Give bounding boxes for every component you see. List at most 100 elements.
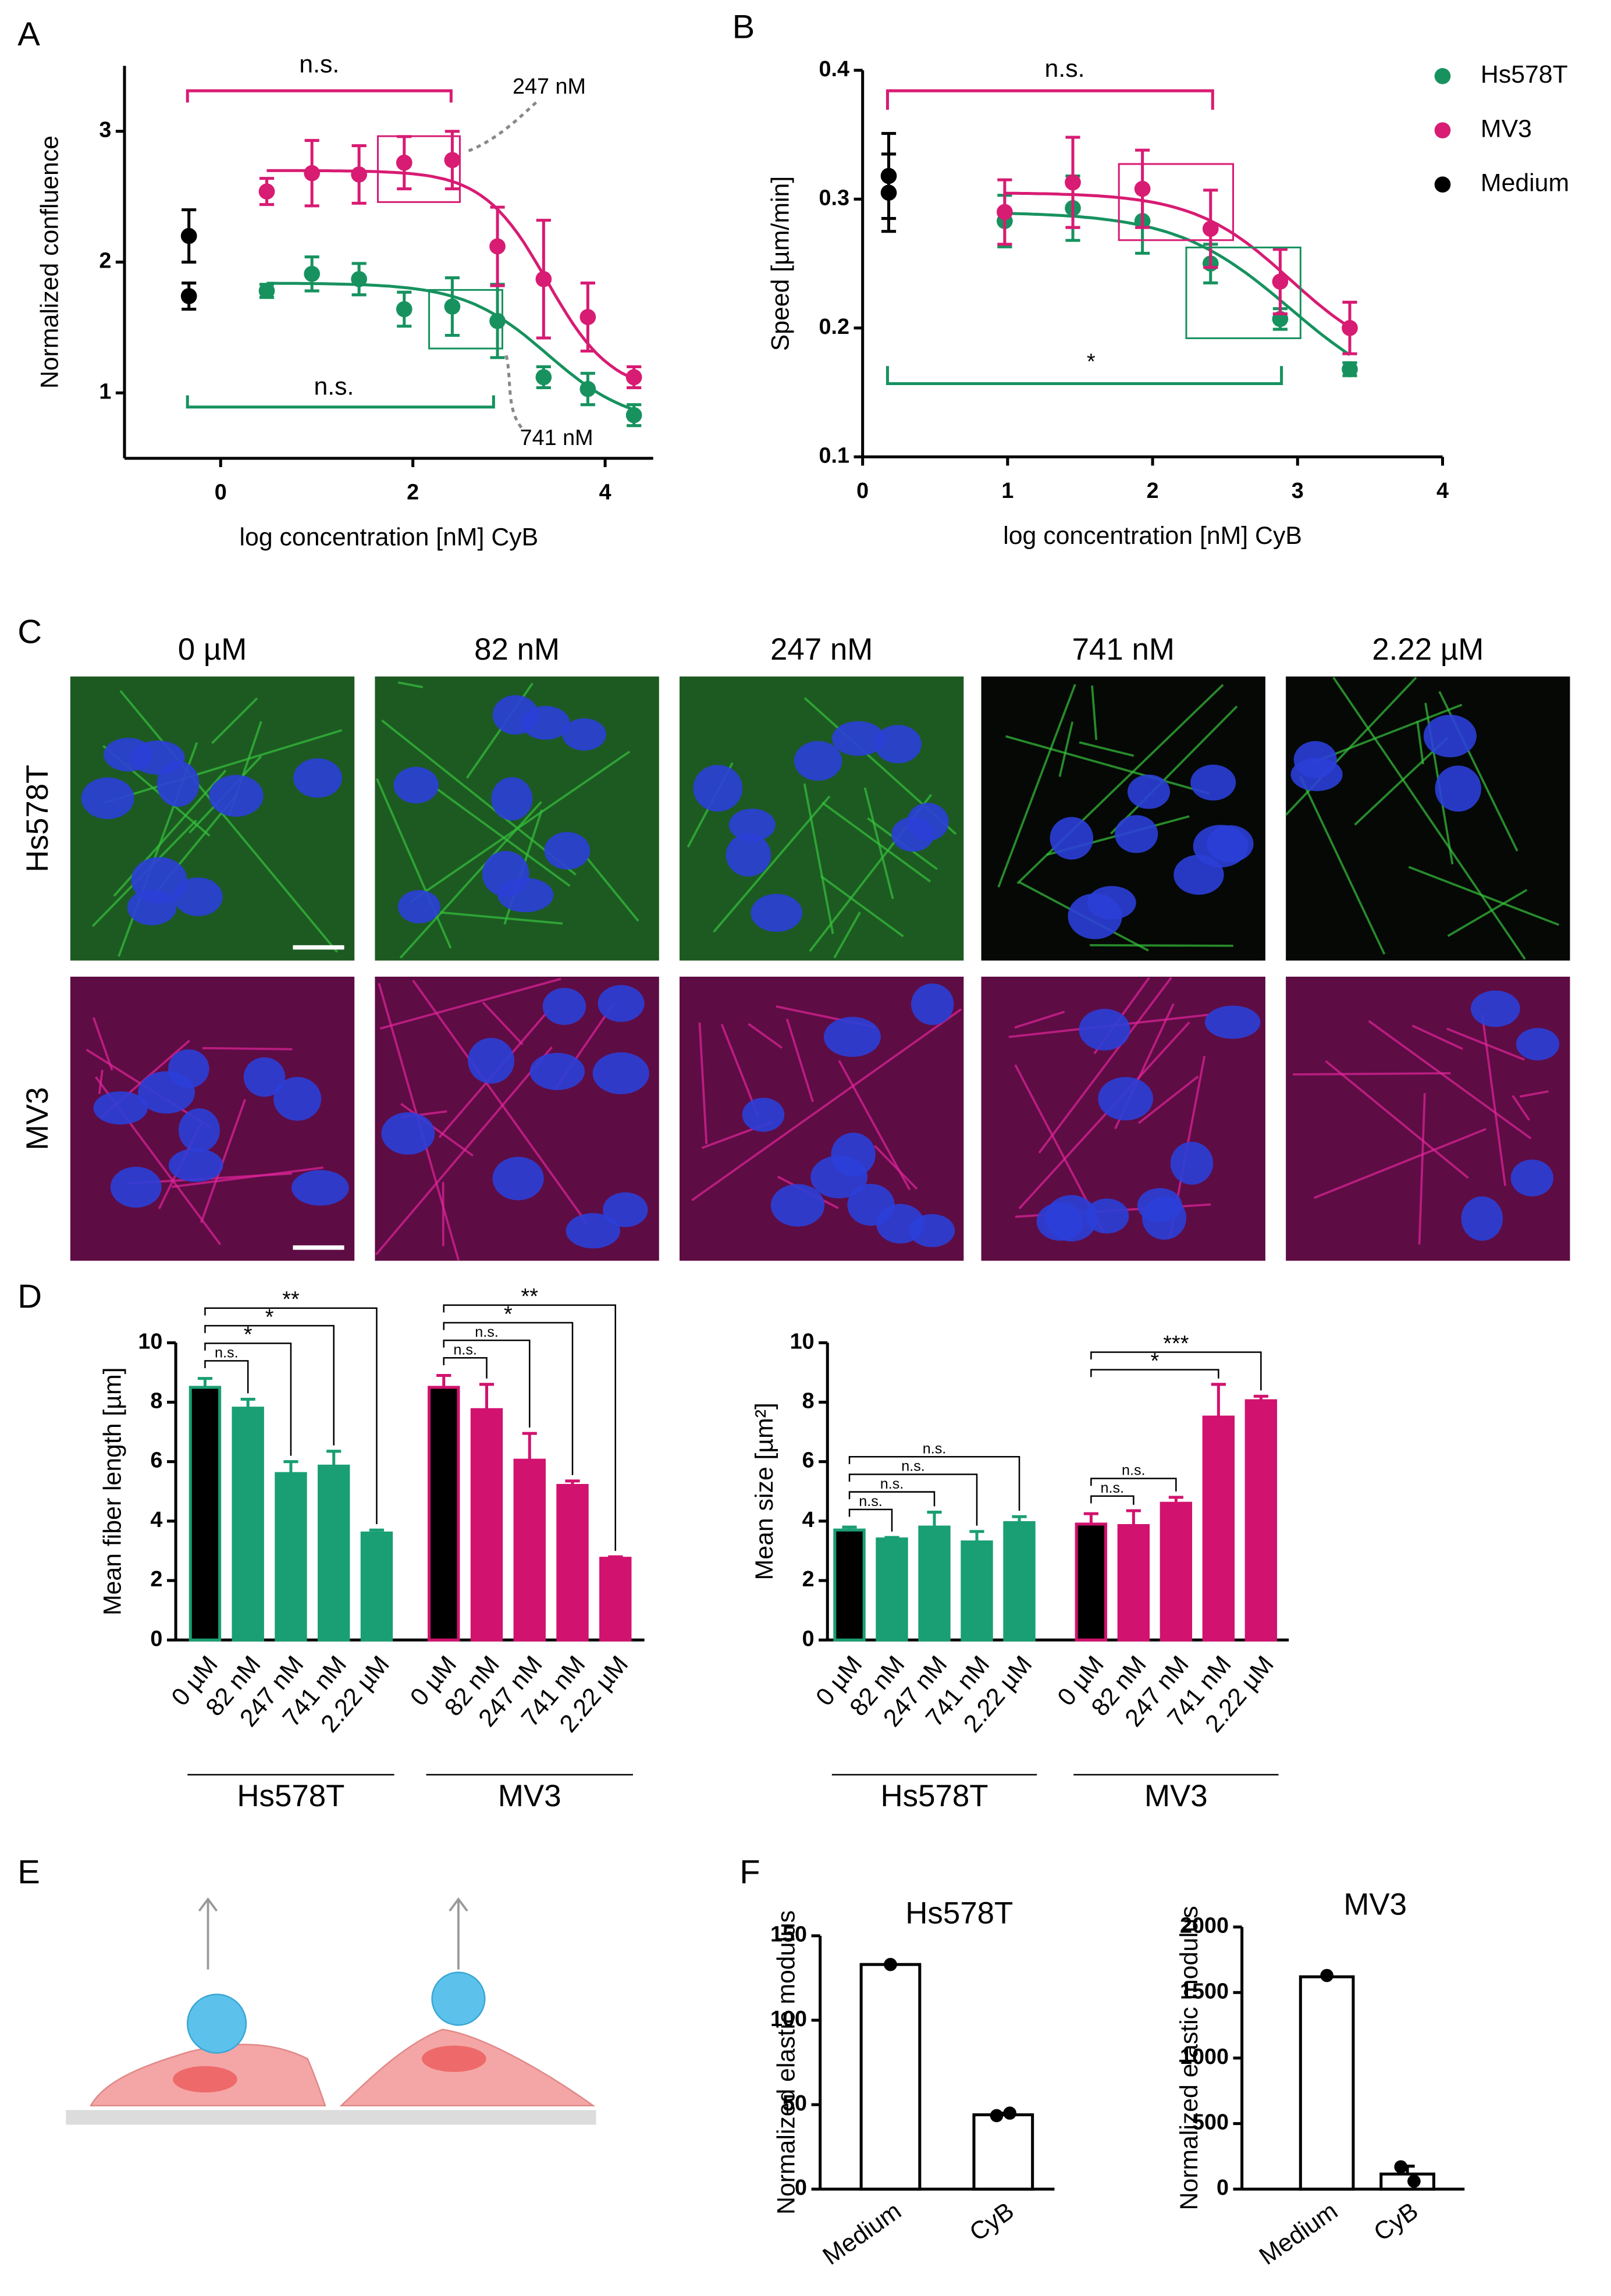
significance-label: n.s.: [923, 1440, 947, 1457]
y-tick-label: 1: [99, 379, 111, 403]
point: [258, 283, 275, 299]
fiber: [1005, 735, 1210, 795]
bar: [189, 1386, 222, 1642]
nucleus: [823, 1017, 881, 1057]
significance-label: **: [521, 1284, 539, 1308]
nucleus: [693, 764, 743, 812]
callout-arrow: [468, 101, 538, 152]
y-axis-label: Normalized confluence: [35, 136, 63, 389]
y-tick-label: 50: [783, 2091, 807, 2115]
fiber: [410, 750, 631, 903]
nucleus: [794, 741, 842, 781]
nucleus: [1142, 1196, 1187, 1240]
error-bar: [436, 1373, 451, 1387]
nucleus: [847, 1184, 895, 1226]
fiber: [381, 719, 577, 876]
y-tick-label: 150: [770, 1922, 807, 1946]
fiber: [748, 1023, 783, 1049]
y-tick-label: 100: [770, 2006, 807, 2031]
error-bar: [240, 1397, 255, 1408]
significance-label: n.s.: [859, 1493, 883, 1510]
point: [304, 265, 321, 282]
significance-bracket: [1090, 1351, 1262, 1391]
nucleus: [566, 1213, 621, 1249]
fiber: [1325, 1060, 1469, 1179]
highlight-box: [376, 135, 461, 203]
nucleus: [393, 767, 439, 804]
nucleus: [131, 857, 187, 904]
x-axis-label: log concentration [nM] CyB: [240, 524, 539, 551]
row-label: MV3: [20, 1087, 55, 1151]
point: [880, 184, 897, 201]
highlight-box: [1118, 163, 1235, 241]
significance-label: n.s.: [1122, 1462, 1146, 1479]
error-bar: [608, 1555, 623, 1558]
nucleus: [831, 721, 885, 756]
nucleus: [728, 809, 776, 842]
point: [1394, 2160, 1408, 2174]
significance-bracket: [443, 1322, 574, 1475]
nucleus: [178, 1108, 220, 1152]
fit-curve: [1004, 212, 1351, 357]
group-label: MV3: [1144, 1779, 1208, 1813]
micrograph: [1286, 976, 1570, 1261]
bar: [859, 1963, 922, 2191]
nucleus: [810, 1155, 868, 1199]
column-label: 82 nM: [474, 632, 560, 667]
y-tick-label: 2000: [1180, 1913, 1229, 1938]
significance-label: n.s.: [475, 1324, 499, 1340]
fiber: [691, 1008, 962, 1202]
y-axis-label: Speed [µm/min]: [767, 176, 795, 351]
y-tick-label: 3: [99, 118, 111, 142]
bar: [961, 1540, 993, 1642]
column-label: 0 µM: [178, 632, 247, 667]
bar: [918, 1525, 951, 1642]
nucleus: [592, 1052, 649, 1095]
point: [1065, 174, 1081, 191]
y-tick-label: 8: [802, 1388, 815, 1412]
significance-bracket: [848, 1491, 936, 1507]
point: [351, 270, 367, 287]
fiber: [400, 1102, 474, 1157]
fiber: [211, 697, 258, 745]
fiber: [997, 684, 1076, 888]
point: [1134, 180, 1151, 197]
nucleus: [1115, 815, 1158, 853]
significance-bracket: [848, 1508, 893, 1532]
x-axis-label: log concentration [nM] CyB: [1003, 522, 1302, 550]
fiber: [1058, 721, 1074, 777]
nucleus: [1470, 990, 1520, 1027]
error-bar: [479, 1383, 495, 1410]
significance-label: n.s.: [1101, 1480, 1125, 1496]
point: [1320, 1968, 1333, 1982]
bar: [1160, 1501, 1193, 1642]
error-bar: [1211, 1383, 1226, 1418]
panel-label: D: [17, 1278, 42, 1315]
panel-label: B: [732, 9, 755, 46]
error-bar: [1168, 1496, 1183, 1504]
annotation: 247 nM: [513, 74, 586, 98]
error-bar: [927, 1511, 942, 1528]
significance-bracket: [204, 1325, 335, 1446]
y-tick-label: 1500: [1180, 1978, 1229, 2003]
fiber: [1313, 1128, 1486, 1199]
significance-bracket: [885, 366, 1283, 386]
bar: [470, 1408, 503, 1642]
legend-marker: [1434, 122, 1451, 138]
fiber: [1138, 1075, 1199, 1124]
bar: [1117, 1524, 1150, 1642]
significance-bracket: [443, 1357, 488, 1379]
point: [990, 2109, 1004, 2123]
nucleus: [874, 725, 922, 764]
error-bar: [1012, 1515, 1027, 1523]
y-tick-label: 6: [150, 1448, 162, 1472]
y-tick-label: 10: [790, 1329, 815, 1353]
legend-marker: [1434, 68, 1451, 84]
bar: [1299, 1975, 1355, 2191]
nucleus: [521, 706, 570, 740]
bar: [1244, 1399, 1278, 1642]
legend-marker: [1434, 176, 1451, 193]
fiber: [1018, 1021, 1190, 1210]
significance-label: n.s.: [453, 1341, 477, 1358]
nucleus: [243, 1057, 286, 1097]
